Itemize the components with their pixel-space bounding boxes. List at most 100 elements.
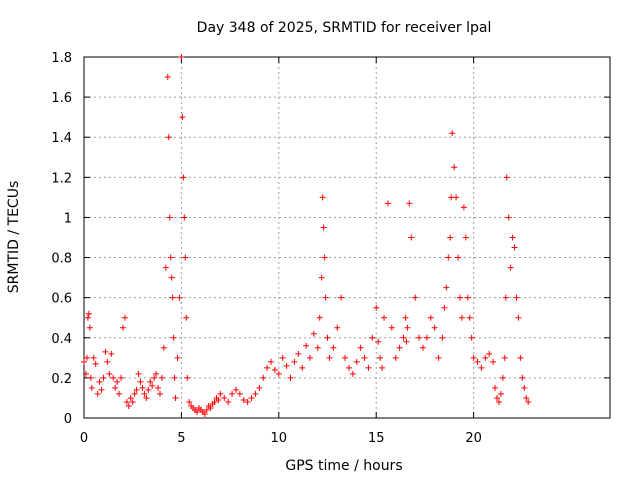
data-point xyxy=(88,384,95,391)
data-point xyxy=(499,374,506,381)
y-tick-label: 1.2 xyxy=(51,171,72,186)
x-tick-labels: 0 5 10 15 20 xyxy=(80,431,482,446)
data-point xyxy=(260,374,267,381)
data-point xyxy=(158,374,165,381)
data-point xyxy=(310,330,317,337)
data-point xyxy=(445,254,452,261)
data-point xyxy=(271,366,278,373)
data-point xyxy=(203,406,210,413)
data-point xyxy=(353,358,360,365)
data-point xyxy=(156,390,163,397)
y-tick-label: 1 xyxy=(64,211,72,226)
data-point xyxy=(458,314,465,321)
data-point xyxy=(404,324,411,331)
data-point xyxy=(207,404,214,411)
data-point xyxy=(511,244,518,251)
y-tick-label: 0.6 xyxy=(51,292,72,307)
data-point xyxy=(381,314,388,321)
data-point xyxy=(295,350,302,357)
data-point xyxy=(133,386,140,393)
data-point xyxy=(145,386,152,393)
data-point xyxy=(174,354,181,361)
data-point xyxy=(129,398,136,405)
data-point xyxy=(178,54,185,60)
data-point xyxy=(369,334,376,341)
data-point xyxy=(431,324,438,331)
data-point xyxy=(160,344,167,351)
data-point xyxy=(462,234,469,241)
data-point xyxy=(151,374,158,381)
data-point xyxy=(166,214,173,221)
data-point xyxy=(201,410,208,417)
data-point xyxy=(314,344,321,351)
y-tick-labels: 0 0.2 0.4 0.6 0.8 1 1.2 1.4 1.6 1.8 xyxy=(51,51,72,427)
data-point xyxy=(338,294,345,301)
data-point xyxy=(127,394,134,401)
data-point xyxy=(449,130,456,137)
data-point xyxy=(456,294,463,301)
data-point xyxy=(229,390,236,397)
data-point xyxy=(377,354,384,361)
data-point xyxy=(102,348,109,355)
data-point xyxy=(523,394,530,401)
data-point xyxy=(176,294,183,301)
data-point xyxy=(495,398,502,405)
data-point xyxy=(460,204,467,211)
data-point xyxy=(86,324,93,331)
data-point xyxy=(87,374,94,381)
data-point xyxy=(482,354,489,361)
data-point xyxy=(256,384,263,391)
data-point xyxy=(345,364,352,371)
data-point xyxy=(139,384,146,391)
data-point xyxy=(143,394,150,401)
data-point xyxy=(334,324,341,331)
data-point xyxy=(470,354,477,361)
data-point xyxy=(505,214,512,221)
data-point xyxy=(165,134,172,141)
data-point xyxy=(361,354,368,361)
data-point xyxy=(299,364,306,371)
data-point xyxy=(211,398,218,405)
data-point xyxy=(291,358,298,365)
data-point xyxy=(164,74,171,81)
data-point xyxy=(121,314,128,321)
data-point xyxy=(96,378,103,385)
data-point xyxy=(517,354,524,361)
data-point xyxy=(464,294,471,301)
data-point xyxy=(392,354,399,361)
plot-frame xyxy=(83,56,611,419)
data-point xyxy=(403,338,410,345)
x-tick-label: 5 xyxy=(177,431,185,446)
data-point xyxy=(373,304,380,311)
data-point xyxy=(515,314,522,321)
data-point xyxy=(519,374,526,381)
data-point xyxy=(400,334,407,341)
data-point xyxy=(135,370,142,377)
data-point xyxy=(94,390,101,397)
data-point xyxy=(441,304,448,311)
data-point xyxy=(183,314,190,321)
data-point xyxy=(147,378,154,385)
data-point xyxy=(225,398,232,405)
data-point xyxy=(466,314,473,321)
x-tick-label: 20 xyxy=(465,431,482,446)
chart-title: Day 348 of 2025, SRMTID for receiver lpa… xyxy=(197,20,492,36)
data-point xyxy=(357,344,364,351)
data-point xyxy=(82,370,89,377)
x-tick-label: 0 xyxy=(80,431,88,446)
data-point xyxy=(149,382,156,389)
data-point xyxy=(320,224,327,231)
data-point xyxy=(497,390,504,397)
data-point xyxy=(90,354,97,361)
y-tick-label: 0.8 xyxy=(51,252,72,267)
data-point xyxy=(81,358,87,365)
data-point xyxy=(114,378,121,385)
data-point xyxy=(85,310,92,317)
data-point xyxy=(494,394,501,401)
data-point xyxy=(112,384,119,391)
y-tick-label: 0.4 xyxy=(51,332,72,347)
data-point xyxy=(162,264,169,271)
data-point xyxy=(507,264,514,271)
data-point xyxy=(182,254,189,261)
